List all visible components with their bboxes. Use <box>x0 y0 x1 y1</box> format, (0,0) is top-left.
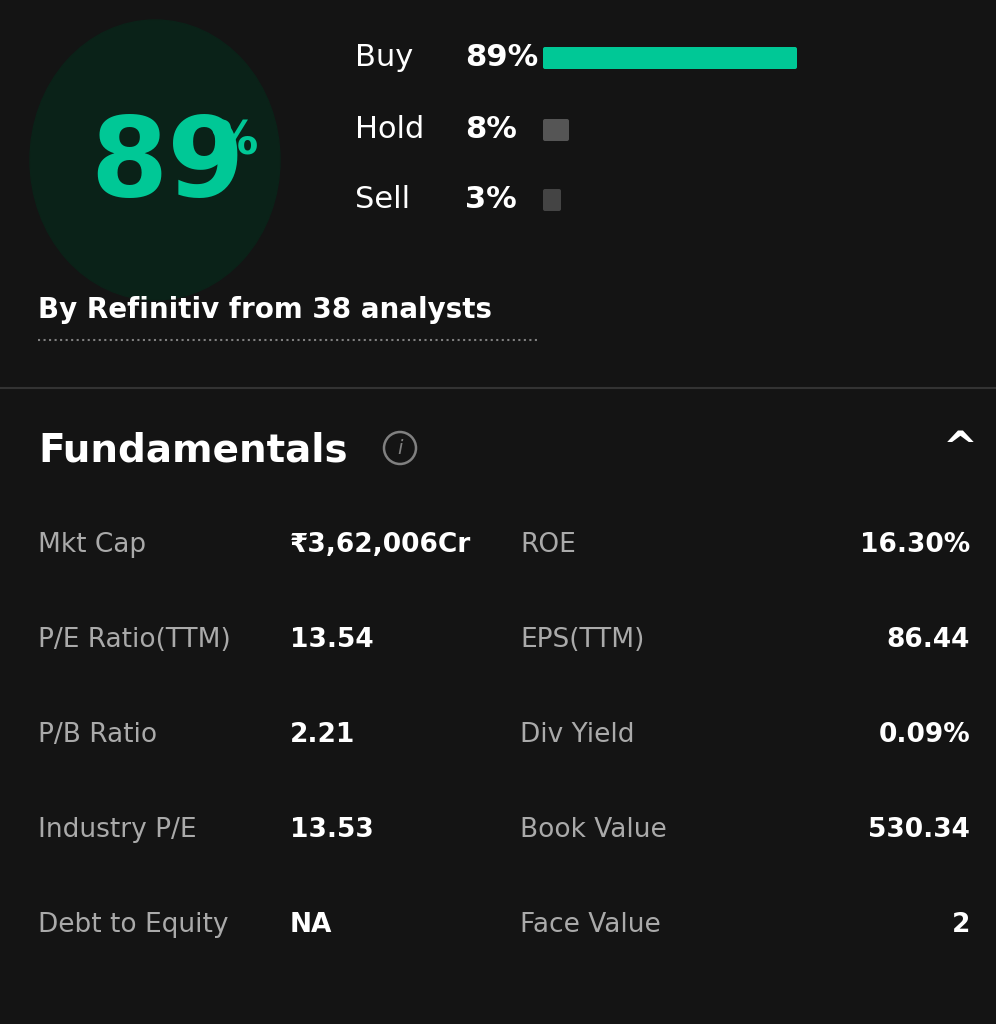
Text: 8%: 8% <box>465 116 517 144</box>
FancyBboxPatch shape <box>543 47 797 69</box>
Text: 2.21: 2.21 <box>290 722 356 748</box>
Text: ^: ^ <box>942 429 977 471</box>
Text: ₹3,62,006Cr: ₹3,62,006Cr <box>290 532 471 558</box>
Text: 3%: 3% <box>465 185 517 214</box>
Text: Sell: Sell <box>355 185 410 214</box>
Ellipse shape <box>30 20 280 300</box>
Text: Hold: Hold <box>355 116 424 144</box>
FancyBboxPatch shape <box>543 189 561 211</box>
Text: Fundamentals: Fundamentals <box>38 431 348 469</box>
Text: 530.34: 530.34 <box>869 817 970 843</box>
Text: P/B Ratio: P/B Ratio <box>38 722 157 748</box>
Text: 16.30%: 16.30% <box>860 532 970 558</box>
Text: 0.09%: 0.09% <box>878 722 970 748</box>
Text: ROE: ROE <box>520 532 576 558</box>
Text: 86.44: 86.44 <box>886 627 970 653</box>
Text: Industry P/E: Industry P/E <box>38 817 196 843</box>
Text: %: % <box>210 120 257 165</box>
Text: Debt to Equity: Debt to Equity <box>38 912 228 938</box>
Text: 2: 2 <box>951 912 970 938</box>
Text: Buy: Buy <box>355 43 413 73</box>
Text: By Refinitiv from 38 analysts: By Refinitiv from 38 analysts <box>38 296 492 324</box>
Text: 13.53: 13.53 <box>290 817 374 843</box>
Text: i: i <box>397 438 402 458</box>
Text: NA: NA <box>290 912 333 938</box>
Text: 89: 89 <box>90 112 244 218</box>
Text: Book Value: Book Value <box>520 817 666 843</box>
Text: Div Yield: Div Yield <box>520 722 634 748</box>
FancyBboxPatch shape <box>543 119 569 141</box>
Text: 13.54: 13.54 <box>290 627 374 653</box>
Text: 89%: 89% <box>465 43 538 73</box>
Text: P/E Ratio(TTM): P/E Ratio(TTM) <box>38 627 231 653</box>
Text: Mkt Cap: Mkt Cap <box>38 532 146 558</box>
Text: Face Value: Face Value <box>520 912 660 938</box>
Text: EPS(TTM): EPS(TTM) <box>520 627 644 653</box>
